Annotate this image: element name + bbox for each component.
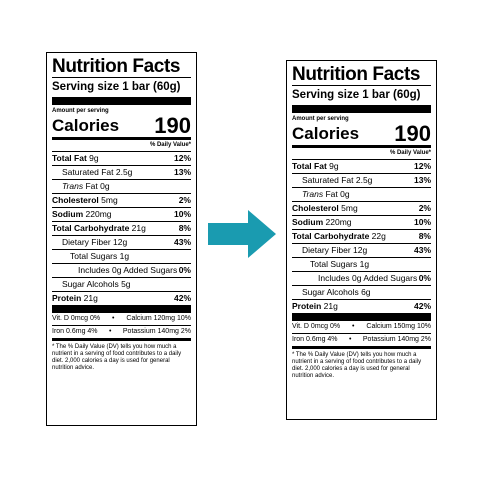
amount-per-serving: Amount per serving [52,108,109,114]
footnote: * The % Daily Value (DV) tells you how m… [52,344,182,371]
saturated-fat-row: Saturated Fat 2.5g 13% [52,165,191,179]
trans-fat-row: Trans Fat 0g [292,187,431,201]
trans-fat-row: Trans Fat 0g [52,179,191,193]
protein-row: Protein 21g 42% [292,299,431,311]
vitamin-row-2: Iron 0.6mg 4% • Potassium 140mg 2% [52,328,191,335]
calories-value: 190 [394,121,431,146]
vitamin-row-1: Vit. D 0mcg 0% • Calcium 120mg 10% [52,315,191,322]
serving-size: Serving size 1 bar (60g) [52,81,181,93]
nutrition-label-original: Nutrition Facts Serving size 1 bar (60g)… [46,52,197,426]
total-sugars-row: Total Sugars 1g [292,257,431,271]
sodium-row: Sodium 220mg 10% [52,207,191,219]
cholesterol-row: Cholesterol 5mg 2% [52,193,191,205]
calories-label: Calories [292,124,360,143]
vitamin-row-2: Iron 0.6mg 4% • Potassium 140mg 2% [292,336,431,343]
serving-size: Serving size 1 bar (60g) [292,89,421,101]
total-carb-row: Total Carbohydrate 21g 8% [52,221,191,233]
added-sugars-row: Includes 0g Added Sugars 0% [52,263,191,277]
calories-row: Calories 190 [52,115,191,137]
daily-value-header: % Daily Value* [149,142,191,148]
calories-value: 190 [154,113,191,138]
total-carb-row: Total Carbohydrate 22g 8% [292,229,431,241]
sodium-row: Sodium 220mg 10% [292,215,431,227]
daily-value-header: % Daily Value* [389,150,431,156]
saturated-fat-row: Saturated Fat 2.5g 13% [292,173,431,187]
sugar-alcohols-row: Sugar Alcohols 6g [292,285,431,299]
total-fat-row: Total Fat 9g 12% [52,151,191,163]
calories-row: Calories 190 [292,123,431,145]
added-sugars-row: Includes 0g Added Sugars 0% [292,271,431,285]
nutrition-label-updated: Nutrition Facts Serving size 1 bar (60g)… [286,60,437,420]
label-title: Nutrition Facts [52,56,181,77]
label-title: Nutrition Facts [292,64,421,85]
calories-label: Calories [52,116,120,135]
footnote: * The % Daily Value (DV) tells you how m… [292,352,422,379]
dietary-fiber-row: Dietary Fiber 12g 43% [292,243,431,257]
sugar-alcohols-row: Sugar Alcohols 5g [52,277,191,291]
amount-per-serving: Amount per serving [292,116,349,122]
vitamin-row-1: Vit. D 0mcg 0% • Calcium 150mg 10% [292,323,431,330]
arrow-right-icon [208,210,276,258]
total-sugars-row: Total Sugars 1g [52,249,191,263]
total-fat-row: Total Fat 9g 12% [292,159,431,171]
dietary-fiber-row: Dietary Fiber 12g 43% [52,235,191,249]
cholesterol-row: Cholesterol 5mg 2% [292,201,431,213]
protein-row: Protein 21g 42% [52,291,191,303]
